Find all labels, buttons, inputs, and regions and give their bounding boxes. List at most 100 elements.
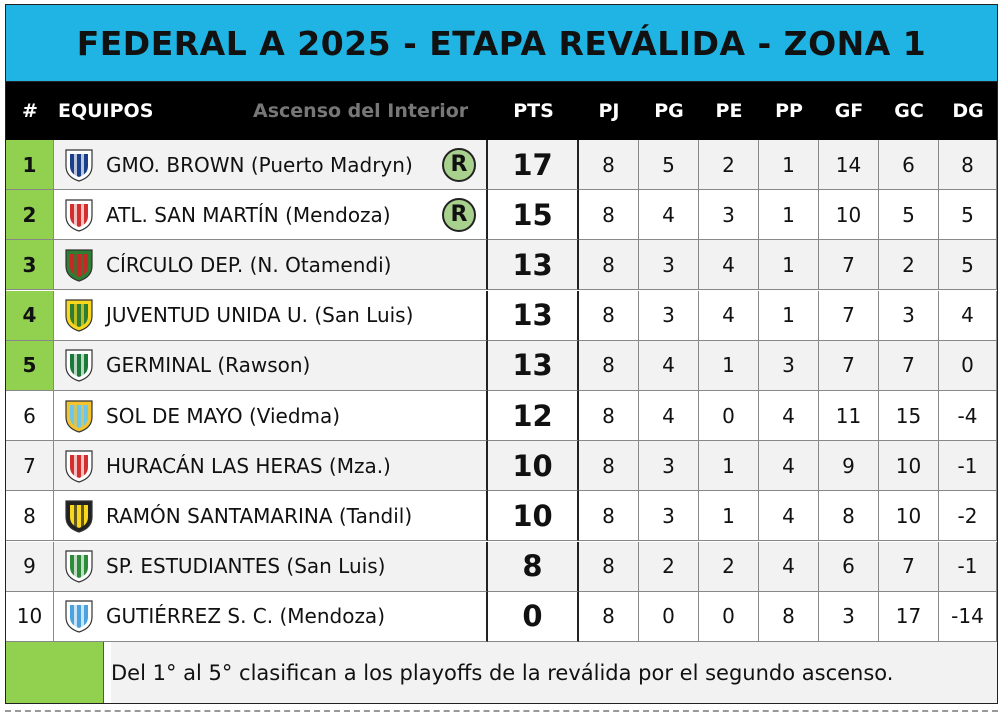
- cell-gc: 5: [879, 190, 939, 241]
- table-row: 8 RAMÓN SANTAMARINA (Tandil) 10 8 3 1 4 8 10 -2: [6, 491, 997, 542]
- huracan-crest-icon: [64, 449, 94, 483]
- cell-pj: 8: [579, 591, 639, 642]
- cell-dg: -4: [939, 391, 997, 441]
- cell-pj: 8: [579, 491, 639, 542]
- brand-watermark: Ascenso del Interior: [253, 100, 469, 122]
- cell-pp: 4: [759, 441, 819, 492]
- team-cell: HURACÁN LAS HERAS (Mza.): [54, 441, 488, 492]
- cell-pe: 2: [699, 140, 759, 190]
- soldemayo-crest-icon: [64, 399, 94, 433]
- cell-pe: 1: [699, 340, 759, 391]
- cell-pg: 3: [639, 240, 699, 291]
- cell-pp: 1: [759, 240, 819, 291]
- team-name: SOL DE MAYO (Viedma): [106, 403, 341, 428]
- cell-pp: 4: [759, 391, 819, 441]
- cell-gc: 7: [879, 541, 939, 592]
- cell-dg: 4: [939, 290, 997, 341]
- team-name: SP. ESTUDIANTES (San Luis): [106, 554, 386, 579]
- cell-gc: 3: [879, 290, 939, 341]
- cell-pos: 3: [6, 240, 54, 291]
- table-row: 5 GERMINAL (Rawson) 13 8 4 1 3 7 7 0: [6, 340, 997, 391]
- cell-dg: 0: [939, 340, 997, 391]
- cell-gf: 11: [819, 391, 879, 441]
- cell-gf: 7: [819, 240, 879, 291]
- cell-pts: 15: [488, 190, 579, 241]
- cell-dg: 8: [939, 140, 997, 190]
- header-gf: GF: [834, 100, 864, 122]
- team-cell: GMO. BROWN (Puerto Madryn) R: [54, 140, 488, 190]
- table-row: 10 GUTIÉRREZ S. C. (Mendoza) 0 8 0 0 8 3 17 -14: [6, 591, 997, 642]
- team-name: CÍRCULO DEP. (N. Otamendi): [106, 252, 392, 277]
- cell-pj: 8: [579, 190, 639, 241]
- cell-dg: -1: [939, 441, 997, 492]
- team-name: RAMÓN SANTAMARINA (Tandil): [106, 503, 413, 528]
- team-cell: RAMÓN SANTAMARINA (Tandil): [54, 491, 488, 542]
- sanmartin-crest-icon: [64, 198, 94, 232]
- reclassification-badge: R: [442, 197, 476, 232]
- header-pts: PTS: [513, 100, 554, 122]
- table-row: 4 JUVENTUD UNIDA U. (San Luis) 13 8 3 4 1 7 3 4: [6, 290, 997, 341]
- cell-pj: 8: [579, 340, 639, 391]
- santamarina-crest-icon: [64, 499, 94, 533]
- table-row: 1 GMO. BROWN (Puerto Madryn) R 17 8 5 2 1 14 6 8: [6, 140, 997, 190]
- table-row: 6 SOL DE MAYO (Viedma) 12 8 4 0 4 11 15 -4: [6, 391, 997, 441]
- team-name: HURACÁN LAS HERAS (Mza.): [106, 453, 391, 478]
- cell-pp: 4: [759, 541, 819, 592]
- team-name: GMO. BROWN (Puerto Madryn): [106, 152, 413, 177]
- cell-gf: 8: [819, 491, 879, 542]
- standings-table: FEDERAL A 2025 - ETAPA REVÁLIDA - ZONA 1…: [5, 4, 998, 704]
- cell-gc: 15: [879, 391, 939, 441]
- cell-dg: 5: [939, 240, 997, 291]
- cell-pg: 2: [639, 541, 699, 592]
- header-pg: PG: [654, 100, 684, 122]
- cell-pts: 17: [488, 140, 579, 190]
- circulo-crest-icon: [64, 248, 94, 282]
- cell-pp: 4: [759, 491, 819, 542]
- team-name: GERMINAL (Rawson): [106, 353, 311, 378]
- cell-pj: 8: [579, 391, 639, 441]
- cell-pos: 4: [6, 290, 54, 341]
- table-row: 3 CÍRCULO DEP. (N. Otamendi) 13 8 3 4 1 7 2 5: [6, 240, 997, 291]
- cell-pj: 8: [579, 541, 639, 592]
- cell-pp: 3: [759, 340, 819, 391]
- cell-pe: 2: [699, 541, 759, 592]
- table-row: 7 HURACÁN LAS HERAS (Mza.) 10 8 3 1 4 9 10 -1: [6, 441, 997, 492]
- cell-pp: 1: [759, 140, 819, 190]
- cell-pj: 8: [579, 441, 639, 492]
- cell-gf: 3: [819, 591, 879, 642]
- team-cell: CÍRCULO DEP. (N. Otamendi): [54, 240, 488, 291]
- team-name: ATL. SAN MARTÍN (Mendoza): [106, 202, 391, 227]
- cell-gf: 6: [819, 541, 879, 592]
- title-bar: FEDERAL A 2025 - ETAPA REVÁLIDA - ZONA 1: [6, 5, 997, 82]
- team-name: GUTIÉRREZ S. C. (Mendoza): [106, 604, 385, 629]
- cell-pts: 13: [488, 290, 579, 341]
- table-row: 2 ATL. SAN MARTÍN (Mendoza) R 15 8 4 3 1 10 5 5: [6, 190, 997, 241]
- cell-pe: 4: [699, 240, 759, 291]
- cell-pg: 3: [639, 290, 699, 341]
- cell-pts: 13: [488, 340, 579, 391]
- cell-pg: 5: [639, 140, 699, 190]
- cell-pp: 1: [759, 290, 819, 341]
- cell-gf: 9: [819, 441, 879, 492]
- cell-pe: 3: [699, 190, 759, 241]
- reclassification-badge: R: [442, 147, 476, 182]
- cell-pos: 2: [6, 190, 54, 241]
- cell-pg: 0: [639, 591, 699, 642]
- qualify-swatch: [6, 642, 104, 703]
- page-title: FEDERAL A 2025 - ETAPA REVÁLIDA - ZONA 1: [76, 23, 927, 63]
- cell-dg: 5: [939, 190, 997, 241]
- cell-pos: 10: [6, 591, 54, 642]
- team-cell: ATL. SAN MARTÍN (Mendoza) R: [54, 190, 488, 241]
- team-name: JUVENTUD UNIDA U. (San Luis): [106, 303, 414, 328]
- cell-pe: 0: [699, 391, 759, 441]
- cell-pj: 8: [579, 140, 639, 190]
- cell-pos: 8: [6, 491, 54, 542]
- cell-pos: 6: [6, 391, 54, 441]
- cell-gc: 7: [879, 340, 939, 391]
- cell-pg: 4: [639, 340, 699, 391]
- germinal-crest-icon: [64, 348, 94, 382]
- cell-pe: 4: [699, 290, 759, 341]
- cell-dg: -14: [939, 591, 997, 642]
- cell-pts: 10: [488, 441, 579, 492]
- cell-pg: 4: [639, 190, 699, 241]
